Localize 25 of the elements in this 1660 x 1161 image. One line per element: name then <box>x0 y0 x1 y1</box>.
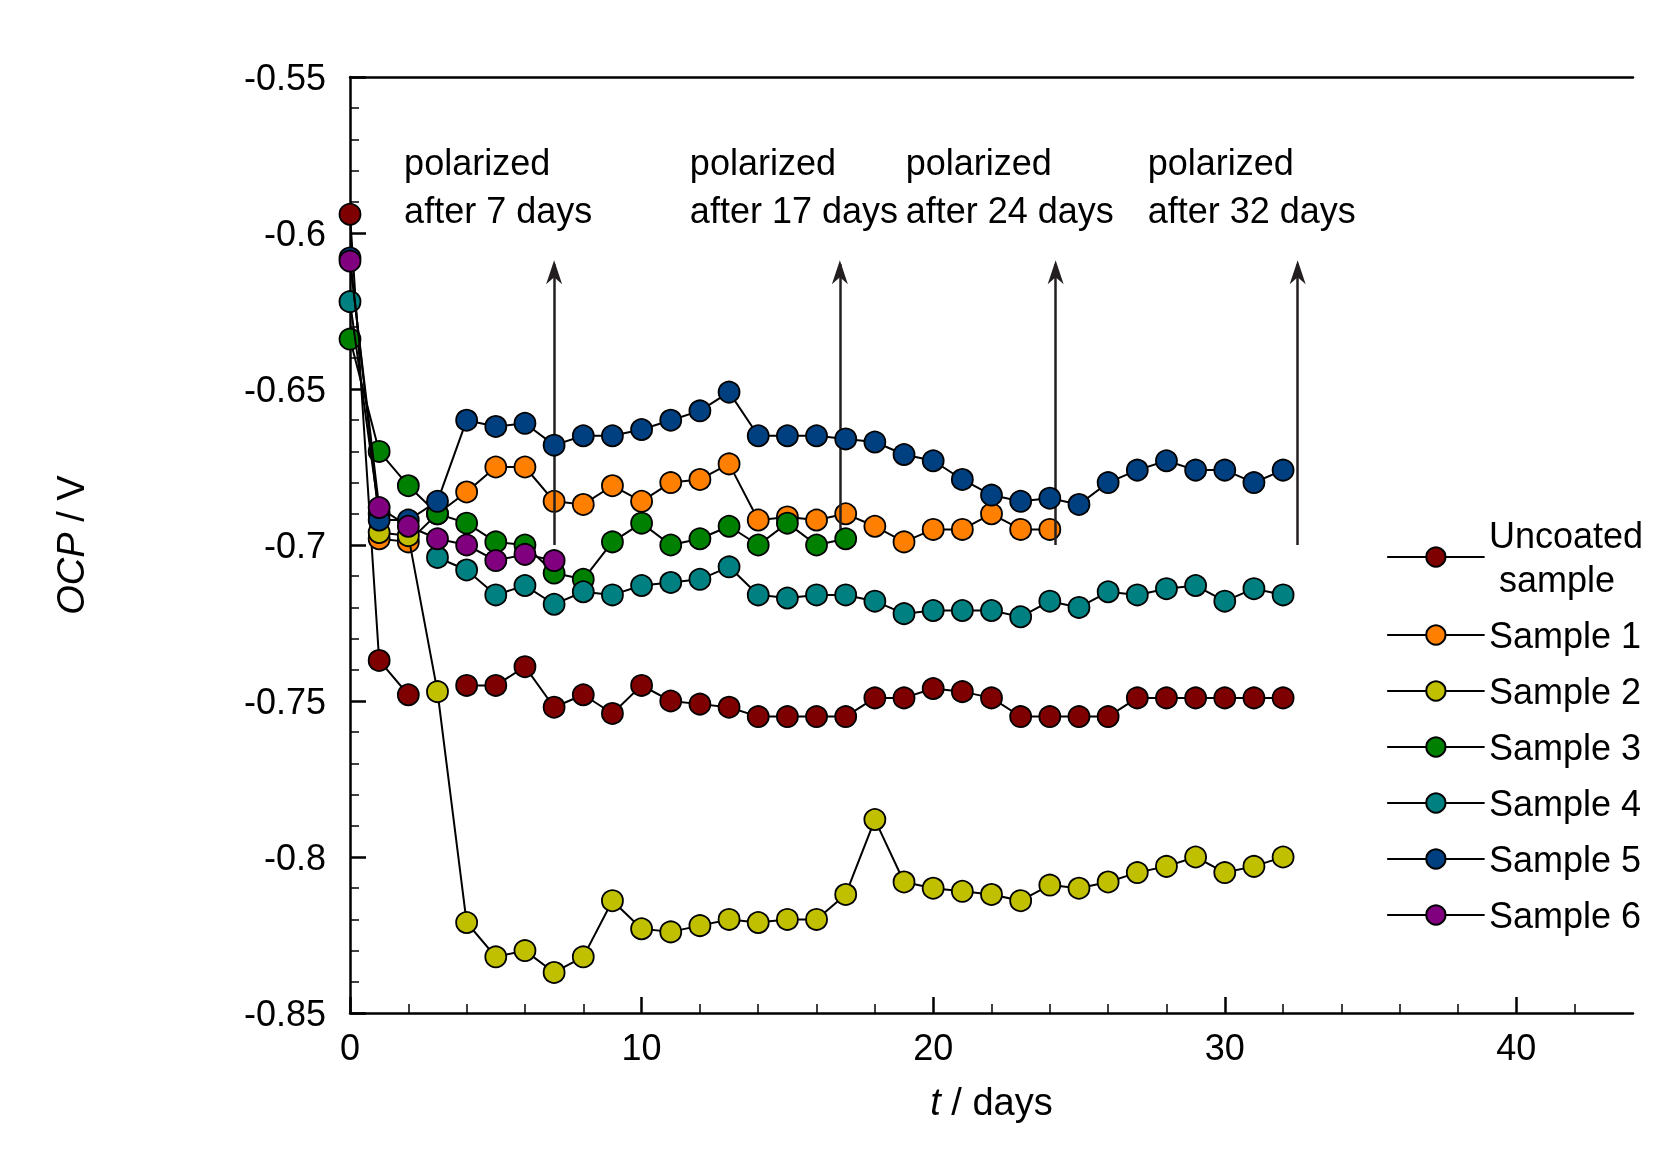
legend-label: Uncoated sample <box>1488 514 1643 600</box>
x-tick-label: 10 <box>621 1026 662 1068</box>
legend-label: Sample 4 <box>1488 782 1641 824</box>
y-tick-label: -0.6 <box>263 212 326 254</box>
y-axis-title: OCP / V <box>50 474 92 615</box>
legend-label: Sample 3 <box>1488 726 1641 768</box>
legend-label: Sample 2 <box>1488 670 1641 712</box>
ref-line-label: polarized after 7 days <box>404 141 593 231</box>
ref-line-label: polarized after 17 days <box>689 141 898 231</box>
x-tick-label: 40 <box>1496 1026 1537 1068</box>
ref-line-label: polarized after 24 days <box>905 141 1114 231</box>
x-tick-label: 0 <box>339 1026 361 1068</box>
y-tick-label: -0.7 <box>263 524 326 566</box>
ref-line-label: polarized after 32 days <box>1147 141 1356 231</box>
y-tick-label: -0.65 <box>243 368 326 410</box>
x-tick-label: 30 <box>1204 1026 1245 1068</box>
legend-label: Sample 5 <box>1488 838 1641 880</box>
y-tick-label: -0.75 <box>243 680 326 722</box>
legend-label: Sample 1 <box>1488 614 1641 656</box>
legend-label: Sample 6 <box>1488 894 1641 936</box>
y-tick-label: -0.8 <box>263 836 326 878</box>
y-tick-label: -0.55 <box>243 56 326 98</box>
y-tick-label: -0.85 <box>243 992 326 1034</box>
x-axis-title: t / days <box>930 1081 1053 1123</box>
x-tick-label: 20 <box>913 1026 954 1068</box>
